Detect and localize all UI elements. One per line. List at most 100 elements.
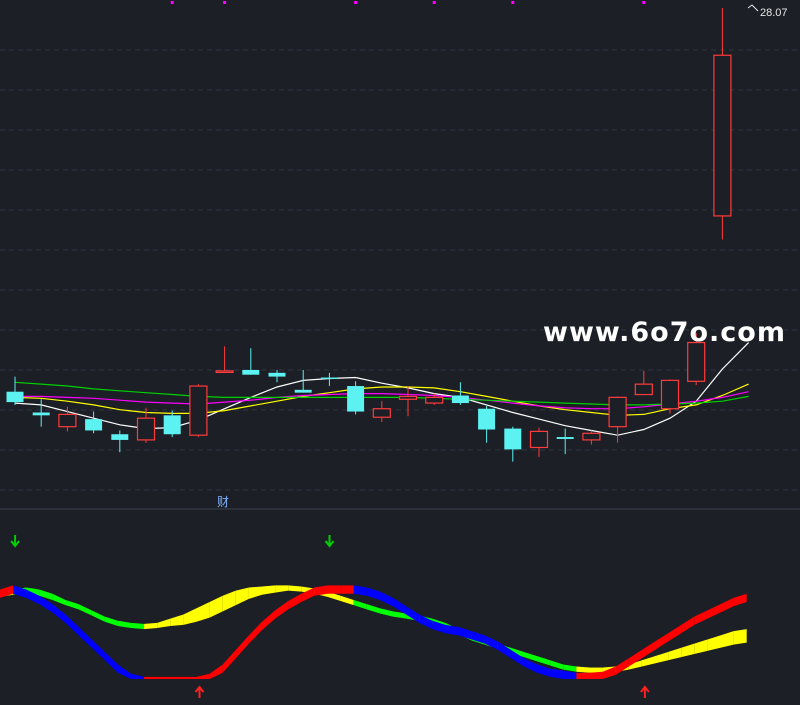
red-band-segment xyxy=(628,649,642,667)
yellow-band-segment xyxy=(720,631,734,648)
blue-band-segment xyxy=(510,649,524,667)
blue-band-segment xyxy=(353,585,367,596)
candle-body xyxy=(582,432,601,441)
oscillator-panel xyxy=(0,585,747,679)
candle-body xyxy=(320,377,338,380)
red-band-segment xyxy=(720,597,734,613)
top-marker xyxy=(354,1,358,4)
candle-body xyxy=(372,408,391,418)
up-arrow-icon xyxy=(640,685,650,698)
yellow-band-segment xyxy=(275,585,289,593)
watermark: www.6o7o.com xyxy=(543,317,786,348)
blue-band-segment xyxy=(13,585,27,598)
candle-body xyxy=(294,389,312,393)
candle-body xyxy=(111,434,129,440)
candle-body xyxy=(556,437,574,439)
yellow-band-segment xyxy=(235,587,249,606)
yellow-band-segment xyxy=(262,585,276,595)
candle-body xyxy=(189,385,208,436)
yellow-band-segment xyxy=(248,586,262,599)
green-band-segment xyxy=(379,608,393,617)
red-band-segment xyxy=(602,666,616,679)
yellow-band-segment xyxy=(340,595,354,606)
up-arrow-icon xyxy=(194,685,205,698)
blue-band-segment xyxy=(52,604,66,623)
red-band-segment xyxy=(170,676,184,679)
candle-body xyxy=(478,408,496,430)
green-band-segment xyxy=(537,656,551,666)
candle-body xyxy=(608,396,627,428)
yellow-band-segment xyxy=(707,635,721,651)
red-band-segment xyxy=(301,587,315,603)
yellow-band-segment xyxy=(628,660,642,670)
blue-band-segment xyxy=(458,627,472,640)
red-band-segment xyxy=(733,593,747,607)
top-marker xyxy=(170,1,174,4)
green-band-segment xyxy=(510,647,524,658)
blue-band-segment xyxy=(26,589,40,605)
yellow-band-segment xyxy=(222,590,236,612)
candle-body xyxy=(451,395,469,404)
yellow-band-segment xyxy=(209,595,223,618)
green-band-segment xyxy=(117,620,131,629)
arrow-head xyxy=(640,685,650,693)
candle-body xyxy=(136,417,156,441)
financial-report-label: 财 xyxy=(217,495,229,509)
green-band-segment xyxy=(131,622,145,630)
green-band-segment xyxy=(104,616,118,626)
down-arrow-icon xyxy=(324,535,335,548)
blue-band-segment xyxy=(524,658,538,673)
candle-body xyxy=(713,54,732,217)
red-band-segment xyxy=(275,601,289,619)
green-band-segment xyxy=(91,610,105,622)
red-band-segment xyxy=(615,658,629,675)
arrow-head xyxy=(324,540,335,548)
red-band-segment xyxy=(235,635,249,659)
red-band-segment xyxy=(655,633,669,650)
green-band-segment xyxy=(52,593,66,606)
red-band-segment xyxy=(576,672,590,679)
green-band-segment xyxy=(366,604,380,614)
red-band-segment xyxy=(641,641,655,659)
high-price-callout: 28.07 xyxy=(747,4,788,19)
red-band-segment xyxy=(0,585,14,598)
blue-band-segment xyxy=(432,620,446,634)
yellow-band-segment xyxy=(655,651,669,664)
candle-body xyxy=(85,419,103,431)
yellow-band-segment xyxy=(694,639,708,655)
red-band-segment xyxy=(589,671,603,679)
blue-band-segment xyxy=(484,635,498,650)
yellow-band-segment xyxy=(668,647,682,661)
candle-body xyxy=(425,396,444,404)
red-band-segment xyxy=(183,676,197,679)
yellow-band-segment xyxy=(576,666,590,673)
green-band-segment xyxy=(393,611,407,619)
blue-band-segment xyxy=(117,664,131,679)
candle-body xyxy=(660,379,680,410)
red-band-segment xyxy=(262,610,276,631)
candle-body xyxy=(687,341,706,382)
blue-band-segment xyxy=(419,614,433,630)
blue-band-segment xyxy=(104,651,118,673)
green-band-segment xyxy=(39,589,53,600)
yellow-band-segment xyxy=(183,608,197,625)
top-marker xyxy=(223,1,227,4)
green-band-segment xyxy=(353,599,367,610)
candle-body xyxy=(529,430,549,449)
red-band-segment xyxy=(222,649,236,673)
yellow-band-segment xyxy=(144,622,158,630)
candle-body xyxy=(215,370,234,374)
candle-body xyxy=(268,372,286,377)
yellow-band-segment xyxy=(196,602,210,622)
red-band-segment xyxy=(209,664,223,679)
top-markers xyxy=(170,1,646,4)
blue-band-segment xyxy=(393,597,407,615)
blue-band-segment xyxy=(445,624,459,636)
red-band-segment xyxy=(681,616,695,634)
candle-body xyxy=(58,413,77,428)
high-price-label: 28.07 xyxy=(760,7,788,19)
red-band-segment xyxy=(288,593,302,610)
blue-band-segment xyxy=(379,591,393,607)
yellow-band-segment xyxy=(157,618,171,629)
